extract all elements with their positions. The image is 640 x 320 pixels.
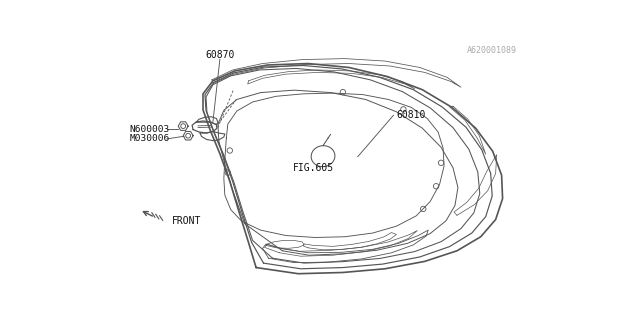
Text: N600003: N600003 [129,124,170,133]
Text: M030006: M030006 [129,134,170,143]
Text: 60870: 60870 [205,50,234,60]
Text: A620001089: A620001089 [467,46,517,55]
Text: 60810: 60810 [396,110,426,120]
Text: FRONT: FRONT [172,216,201,226]
Text: FIG.605: FIG.605 [292,164,333,173]
